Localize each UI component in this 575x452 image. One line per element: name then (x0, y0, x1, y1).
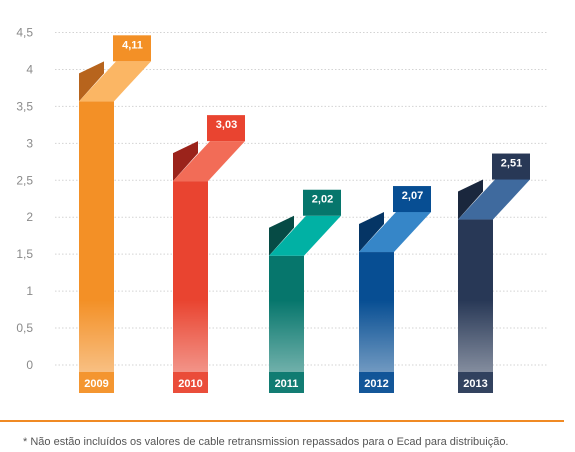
bar-top-cap (492, 153, 530, 180)
bar-side (173, 141, 198, 182)
category-label: 2010 (178, 378, 202, 390)
bar-side (359, 212, 384, 253)
bar-2013: 2,51 2013 (458, 153, 530, 393)
category-box (359, 372, 394, 393)
bar-top-cap (303, 189, 341, 216)
bar-2010: 3,03 2010 (173, 115, 245, 393)
bar-top-cap (393, 186, 431, 213)
y-tick-label: 2 (26, 210, 33, 224)
bar-top-cap (207, 115, 245, 142)
y-tick-label: 1 (26, 284, 33, 298)
category-label: 2012 (364, 378, 388, 390)
value-label: 4,11 (122, 39, 143, 51)
bar-top-cap (113, 35, 151, 62)
bar-side (79, 61, 104, 102)
value-label: 2,51 (501, 158, 522, 170)
y-axis: 0 0,5 1 1,5 2 2,5 3 3,5 4 4,5 (16, 26, 33, 373)
bar-top (173, 141, 245, 182)
bars: 4,11 2009 3,03 2010 2,02 2011 2,07 2012 2,51 2013 (79, 35, 530, 394)
bar-2009: 4,11 2009 (79, 35, 151, 394)
category-label: 2009 (84, 378, 108, 390)
bar-top (269, 215, 341, 256)
value-label: 2,07 (402, 190, 423, 202)
bar-2011: 2,02 2011 (269, 189, 341, 393)
bar-side (458, 179, 483, 220)
bar-top (359, 212, 431, 253)
bar-top (458, 179, 530, 220)
y-tick-label: 0 (26, 358, 33, 372)
bar-2012: 2,07 2012 (359, 186, 431, 393)
y-tick-label: 1,5 (16, 247, 33, 261)
bar-side (269, 215, 294, 256)
category-box (173, 372, 208, 393)
category-box (458, 372, 493, 393)
footnote: * Não estão incluídos os valores de cabl… (23, 436, 509, 448)
y-tick-label: 3,5 (16, 99, 33, 113)
y-tick-label: 4 (26, 62, 33, 76)
category-box (79, 372, 114, 393)
category-label: 2013 (463, 378, 487, 390)
bar-top (79, 61, 151, 102)
category-box (269, 372, 304, 393)
y-tick-label: 0,5 (16, 321, 33, 335)
y-tick-label: 2,5 (16, 173, 33, 187)
value-label: 3,03 (216, 119, 237, 131)
y-tick-label: 3 (26, 136, 33, 150)
value-label: 2,02 (312, 194, 333, 206)
category-label: 2011 (275, 378, 299, 390)
y-tick-label: 4,5 (16, 26, 33, 40)
